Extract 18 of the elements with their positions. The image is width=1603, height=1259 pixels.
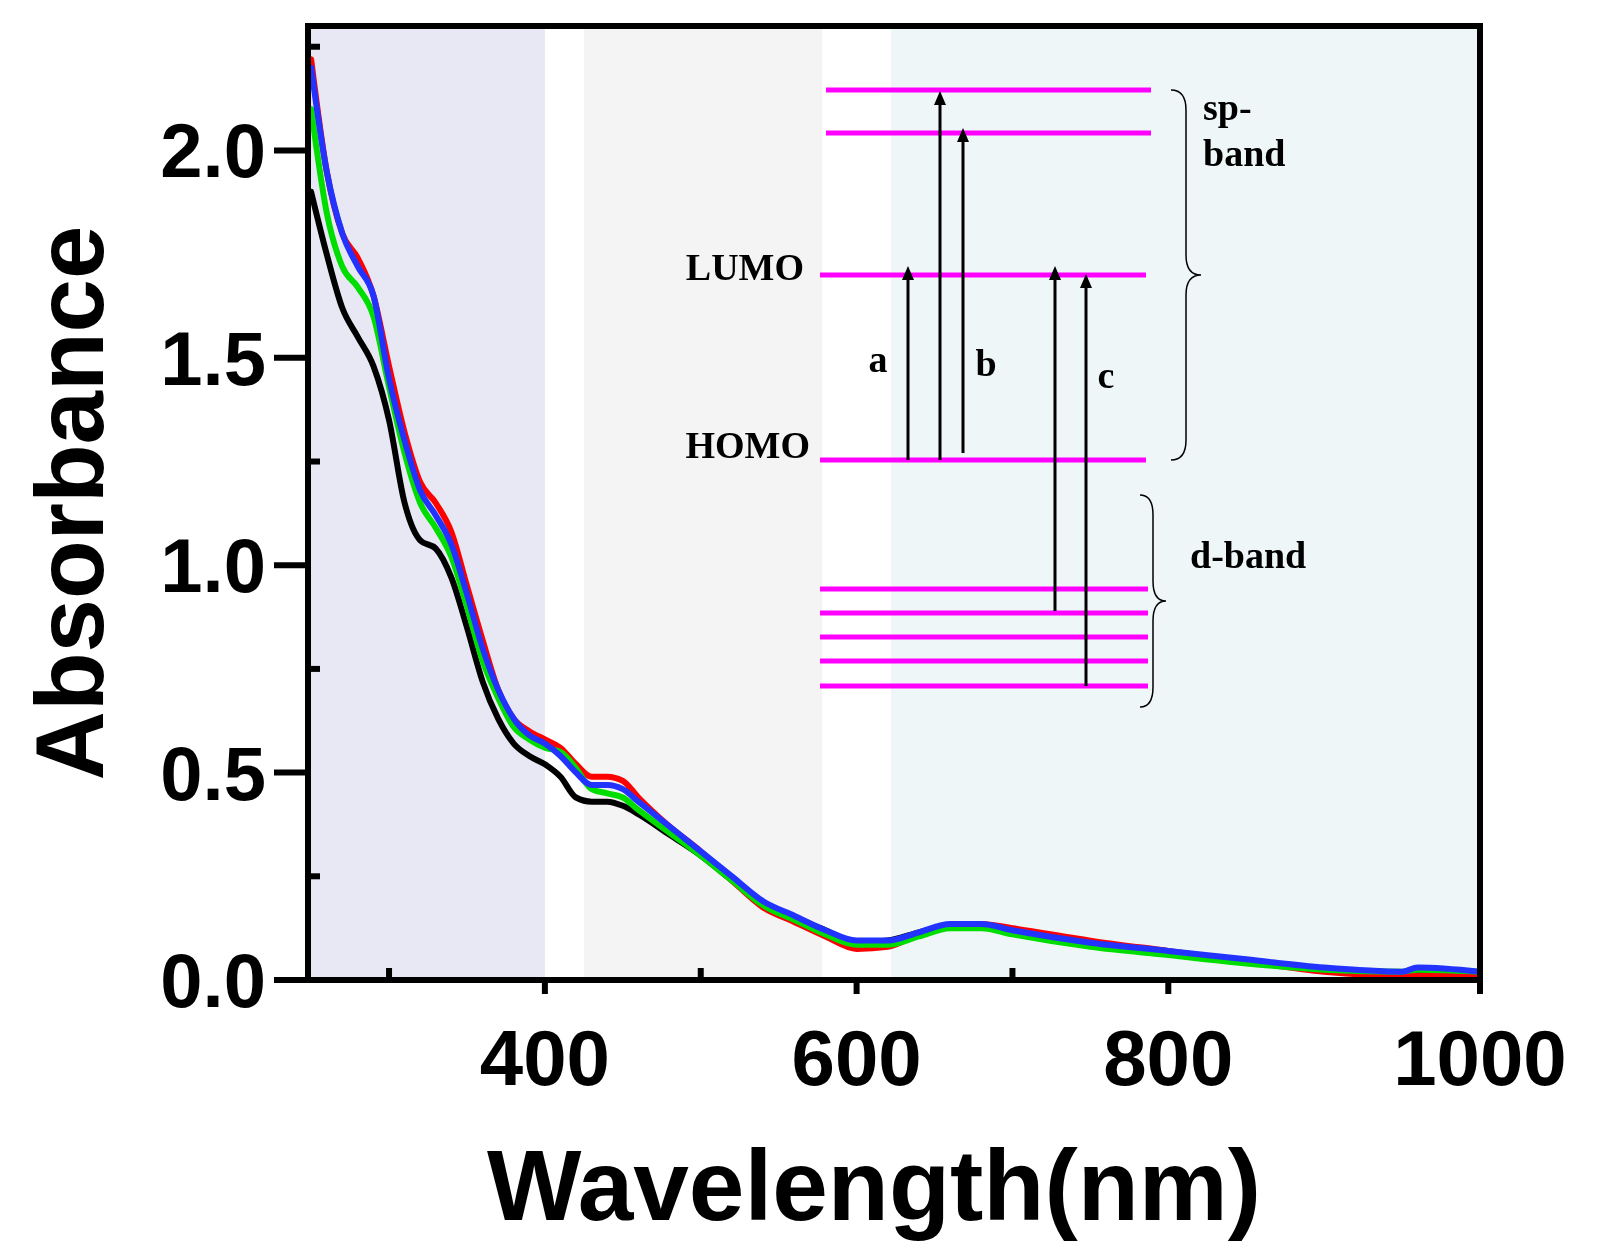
x-tick-label: 800 <box>1103 1014 1234 1102</box>
annotation: c <box>1097 354 1115 396</box>
annotation: sp-band <box>1203 86 1286 174</box>
y-tick-label: 1.0 <box>160 523 266 609</box>
x-axis-title: Wavelength(nm) <box>486 1129 1262 1241</box>
y-tick-label: 1.5 <box>160 315 266 401</box>
x-tick-label: 1000 <box>1393 1014 1567 1102</box>
y-axis-title: Absorbance <box>16 225 123 781</box>
y-tick-label: 0.5 <box>160 730 266 816</box>
annotation: HOMO <box>685 424 810 466</box>
y-tick-label: 2.0 <box>160 108 266 194</box>
x-tick-label: 600 <box>791 1014 922 1102</box>
annotation: a <box>868 338 888 380</box>
y-tick-label: 0.0 <box>160 938 266 1023</box>
x-tick-label: 400 <box>479 1014 610 1102</box>
annotation: d-band <box>1190 534 1307 576</box>
annotation: LUMO <box>685 246 804 288</box>
annotation: b <box>975 342 997 384</box>
